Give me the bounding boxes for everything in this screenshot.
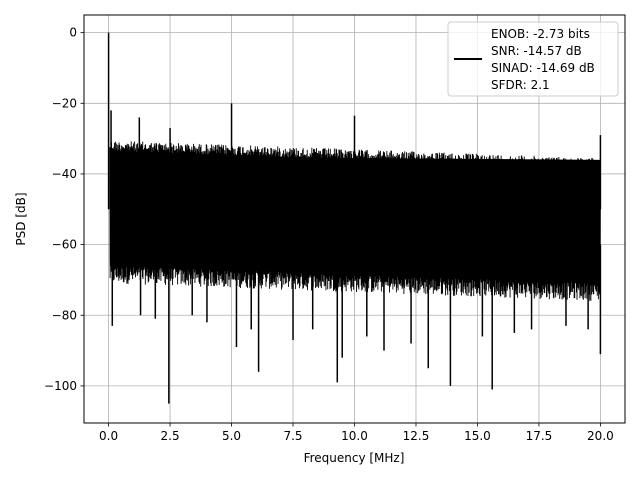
x-tick-label: 15.0 [464,429,491,443]
y-tick-label: 0 [69,26,77,40]
x-tick-label: 0.0 [99,429,118,443]
legend-entry-enob: ENOB: -2.73 bits [491,27,590,41]
x-tick-label: 10.0 [341,429,368,443]
legend-box [447,21,619,97]
legend: ENOB: -2.73 bits SNR: -14.57 dB SINAD: -… [447,21,619,97]
legend-entry-sinad: SINAD: -14.69 dB [491,61,595,75]
psd-series-line [107,32,602,404]
plot-area [107,32,602,404]
y-tick-label: −20 [52,96,77,110]
x-tick-label: 12.5 [403,429,430,443]
x-tick-label: 2.5 [161,429,180,443]
y-axis-ticks: 0 −20 −40 −60 −80 −100 [44,26,84,393]
legend-entry-sfdr: SFDR: 2.1 [491,78,550,92]
x-tick-label: 17.5 [526,429,553,443]
x-axis-ticks: 0.0 2.5 5.0 7.5 10.0 12.5 15.0 17.5 20.0 [99,423,614,443]
y-tick-label: −40 [52,167,77,181]
x-tick-label: 5.0 [222,429,241,443]
y-tick-label: −80 [52,308,77,322]
x-axis-label: Frequency [MHz] [304,451,405,465]
x-tick-label: 20.0 [587,429,614,443]
y-axis-label: PSD [dB] [14,192,28,245]
x-tick-label: 7.5 [283,429,302,443]
y-tick-label: −100 [44,379,77,393]
y-tick-label: −60 [52,238,77,252]
legend-entry-snr: SNR: -14.57 dB [491,44,582,58]
